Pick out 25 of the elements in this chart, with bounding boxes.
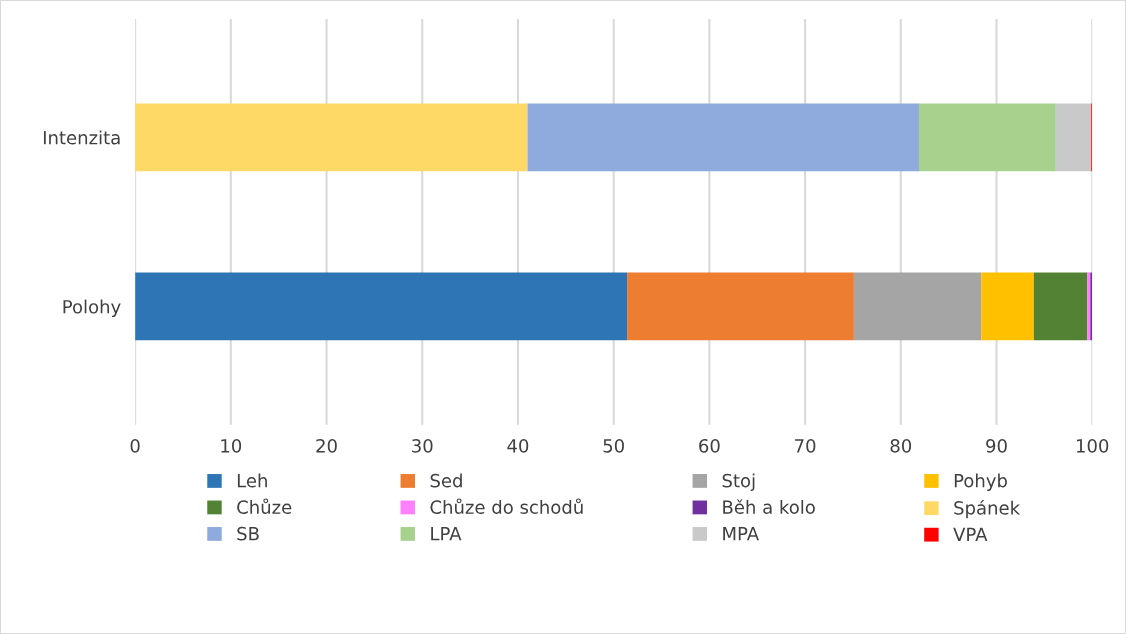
legend-label: SB (237, 526, 259, 541)
x-tick-label: 0 (130, 438, 140, 453)
legend-label: MPA (723, 527, 759, 541)
x-tick-label: 20 (316, 438, 337, 453)
x-tick-label: 90 (986, 438, 1007, 453)
x-tick-label: 70 (795, 438, 816, 453)
x-tick-label: 30 (412, 438, 433, 453)
x-tick-label: 10 (221, 438, 242, 453)
legend-label: Chůze do schodů (430, 498, 583, 514)
legend-label: Spánek (954, 499, 1021, 519)
legend-label: LPA (431, 527, 462, 541)
x-tick-label: 60 (699, 438, 720, 453)
legend-label: Sed (430, 473, 462, 488)
y-tick-label: Polohy (63, 299, 121, 318)
x-tick-label: 80 (890, 438, 912, 453)
x-tick-label: 50 (603, 438, 624, 453)
legend-label: Běh a kolo (723, 499, 815, 514)
y-tick-label: Intenzita (43, 130, 120, 145)
legend-label: Pohyb (954, 473, 1007, 491)
legend-label: Leh (237, 473, 267, 488)
legend-label: Chůze (237, 498, 292, 514)
legend-label: VPA (953, 527, 988, 541)
x-tick-label: 100 (1076, 438, 1109, 453)
x-tick-label: 40 (507, 438, 529, 453)
legend-label: Stoj (722, 473, 755, 491)
